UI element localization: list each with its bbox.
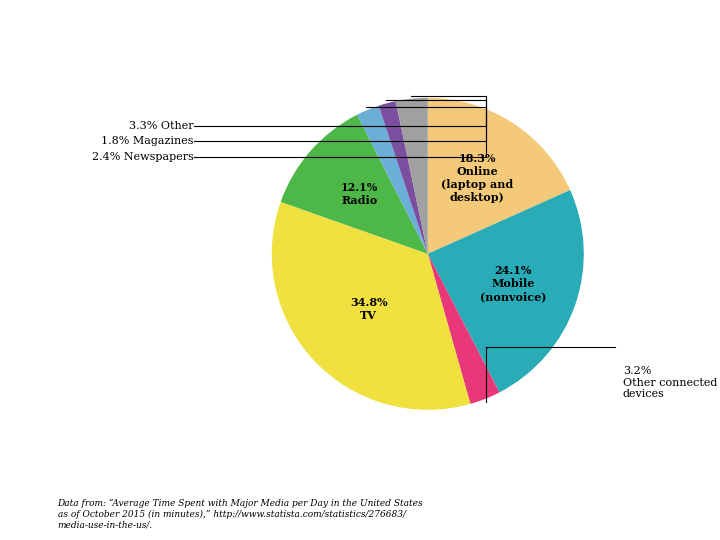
Wedge shape bbox=[428, 190, 584, 393]
Wedge shape bbox=[357, 106, 428, 254]
Text: 3.3% Other: 3.3% Other bbox=[129, 121, 194, 131]
Text: 18.3%
Online
(laptop and
desktop): 18.3% Online (laptop and desktop) bbox=[441, 153, 513, 202]
Wedge shape bbox=[379, 101, 428, 254]
Text: 2.4% Newspapers: 2.4% Newspapers bbox=[92, 152, 194, 162]
Wedge shape bbox=[396, 98, 428, 254]
Text: 34.8%
TV: 34.8% TV bbox=[350, 298, 387, 321]
Text: Data from: “Average Time Spent with Major Media per Day in the United States
as : Data from: “Average Time Spent with Majo… bbox=[58, 499, 423, 529]
Text: 24.1%
Mobile
(nonvoice): 24.1% Mobile (nonvoice) bbox=[480, 265, 546, 302]
Text: 12.1%
Radio: 12.1% Radio bbox=[341, 183, 379, 206]
Text: 1.8% Magazines: 1.8% Magazines bbox=[102, 137, 194, 146]
Wedge shape bbox=[428, 98, 570, 254]
Text: 3.2%
Other connected
devices: 3.2% Other connected devices bbox=[623, 366, 717, 399]
Wedge shape bbox=[281, 115, 428, 254]
Wedge shape bbox=[428, 254, 500, 404]
Wedge shape bbox=[272, 202, 470, 410]
